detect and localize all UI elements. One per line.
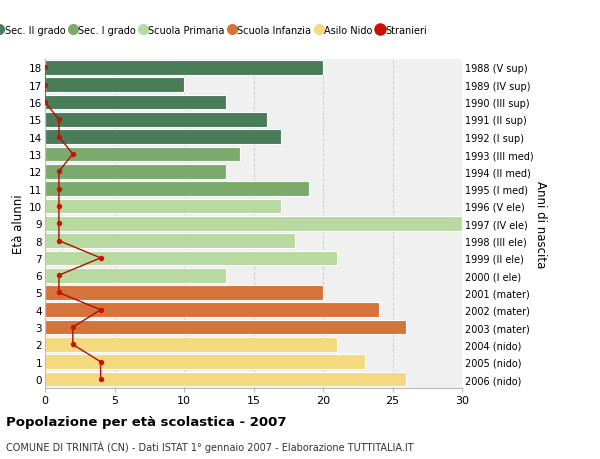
Point xyxy=(96,307,106,314)
Bar xyxy=(45,217,462,231)
Bar xyxy=(45,303,379,318)
Text: Popolazione per età scolastica - 2007: Popolazione per età scolastica - 2007 xyxy=(6,415,287,428)
Bar xyxy=(45,182,309,196)
Point xyxy=(68,151,77,158)
Point xyxy=(68,324,77,331)
Text: COMUNE DI TRINITÀ (CN) - Dati ISTAT 1° gennaio 2007 - Elaborazione TUTTITALIA.IT: COMUNE DI TRINITÀ (CN) - Dati ISTAT 1° g… xyxy=(6,440,413,452)
Point xyxy=(54,117,64,124)
Bar xyxy=(45,147,239,162)
Bar xyxy=(45,165,226,179)
Bar xyxy=(45,199,281,214)
Point xyxy=(68,341,77,348)
Bar xyxy=(45,130,281,145)
Point xyxy=(40,82,50,89)
Bar xyxy=(45,320,406,335)
Point xyxy=(40,99,50,106)
Bar xyxy=(45,113,268,128)
Point xyxy=(96,375,106,383)
Point xyxy=(96,255,106,262)
Bar xyxy=(45,78,184,93)
Y-axis label: Età alunni: Età alunni xyxy=(12,194,25,253)
Point xyxy=(96,358,106,366)
Y-axis label: Anni di nascita: Anni di nascita xyxy=(534,180,547,267)
Point xyxy=(54,220,64,228)
Bar xyxy=(45,95,226,110)
Bar xyxy=(45,61,323,76)
Bar xyxy=(45,355,365,369)
Legend: Sec. II grado, Sec. I grado, Scuola Primaria, Scuola Infanzia, Asilo Nido, Stran: Sec. II grado, Sec. I grado, Scuola Prim… xyxy=(0,22,431,39)
Point xyxy=(54,168,64,176)
Bar xyxy=(45,372,406,386)
Bar xyxy=(45,268,226,283)
Bar xyxy=(45,251,337,266)
Point xyxy=(54,185,64,193)
Bar xyxy=(45,234,295,248)
Point xyxy=(54,203,64,210)
Bar xyxy=(45,285,323,300)
Point xyxy=(54,272,64,279)
Point xyxy=(54,289,64,297)
Point xyxy=(54,134,64,141)
Bar xyxy=(45,337,337,352)
Point xyxy=(54,237,64,245)
Point xyxy=(40,65,50,72)
